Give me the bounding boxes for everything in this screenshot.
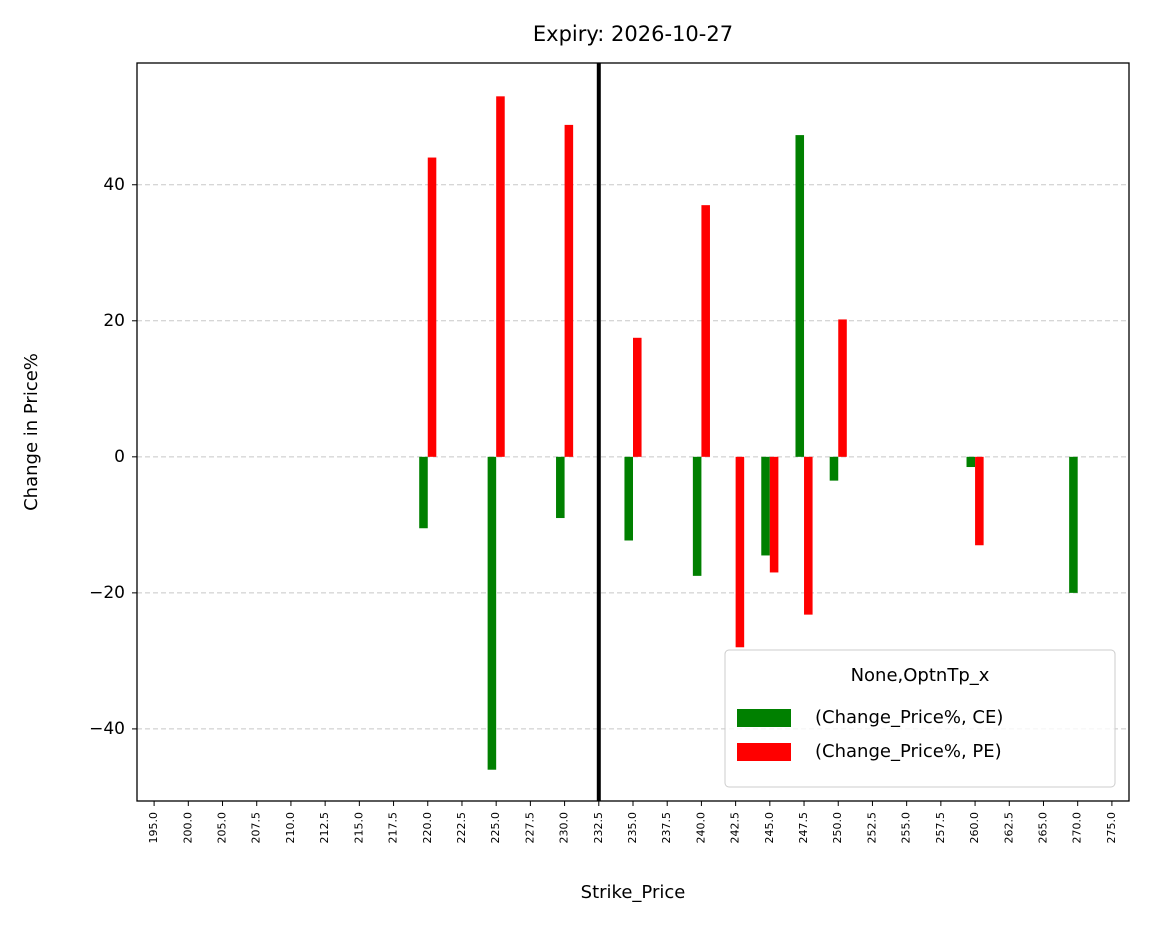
legend-swatch: [737, 709, 791, 727]
x-tick-label: 205.0: [216, 812, 229, 844]
y-tick-label: −40: [89, 719, 125, 739]
x-tick-label: 212.5: [318, 812, 331, 844]
x-tick-label: 195.0: [147, 812, 160, 844]
x-tick-label: 242.5: [729, 812, 742, 844]
x-tick-label: 222.5: [455, 812, 468, 844]
bar: [761, 456, 770, 556]
y-tick-label: 20: [103, 311, 125, 331]
legend-box: [724, 649, 1116, 788]
y-tick-label: −20: [89, 583, 125, 603]
x-tick-label: 235.0: [626, 812, 639, 844]
bar: [975, 456, 984, 546]
bar: [838, 319, 847, 457]
y-tick-label: 0: [114, 447, 125, 467]
x-tick-label: 237.5: [660, 812, 673, 844]
x-tick-label: 250.0: [831, 812, 844, 844]
legend-swatch: [737, 743, 791, 761]
x-tick-label: 240.0: [694, 812, 707, 844]
x-tick-label: 270.0: [1071, 812, 1084, 844]
x-tick-label: 252.5: [865, 812, 878, 844]
bar: [701, 205, 710, 457]
x-tick-label: 245.0: [763, 812, 776, 844]
x-tick-label: 275.0: [1105, 812, 1118, 844]
x-tick-label: 210.0: [284, 812, 297, 844]
x-tick-label: 227.5: [523, 812, 536, 844]
bar: [735, 456, 745, 648]
x-tick-label: 262.5: [1002, 812, 1015, 844]
x-tick-label: 257.5: [934, 812, 947, 844]
bar: [564, 124, 574, 457]
bar: [692, 456, 702, 576]
chart-title: Expiry: 2026-10-27: [533, 22, 733, 46]
bar: [804, 456, 813, 615]
x-tick-label: 265.0: [1036, 812, 1049, 844]
y-tick-label: 40: [103, 175, 125, 195]
legend: None,OptnTp_x (Change_Price%, CE) (Change_…: [724, 649, 1116, 788]
x-tick-label: 260.0: [968, 812, 981, 844]
legend-label: (Change_Price%, CE): [815, 707, 1003, 728]
legend-label: (Change_Price%, PE): [815, 741, 1002, 762]
bar: [1069, 456, 1078, 593]
bar: [419, 456, 428, 529]
plot-frame: [136, 62, 1130, 802]
bar: [427, 157, 437, 457]
x-tick-label: 255.0: [900, 812, 913, 844]
bar: [496, 96, 505, 457]
x-tick-label: 230.0: [558, 812, 571, 844]
x-tick-label: 215.0: [352, 812, 365, 844]
y-axis-label: Change in Price%: [21, 353, 42, 511]
bar: [795, 135, 805, 457]
x-tick-label: 207.5: [250, 812, 263, 844]
bar: [487, 456, 497, 770]
x-tick-label: 220.0: [421, 812, 434, 844]
x-tick-label: 217.5: [387, 812, 400, 844]
x-axis-label: Strike_Price: [581, 882, 686, 903]
bar: [624, 456, 633, 541]
legend-title: None,OptnTp_x: [851, 665, 990, 686]
bar: [556, 456, 565, 519]
bar: [769, 456, 779, 573]
x-tick-label: 232.5: [592, 812, 605, 844]
bar: [966, 456, 976, 468]
x-tick-label: 200.0: [181, 812, 194, 844]
x-tick-label: 247.5: [797, 812, 810, 844]
x-tick-label: 225.0: [489, 812, 502, 844]
bar: [829, 456, 839, 481]
bar: [633, 337, 642, 457]
